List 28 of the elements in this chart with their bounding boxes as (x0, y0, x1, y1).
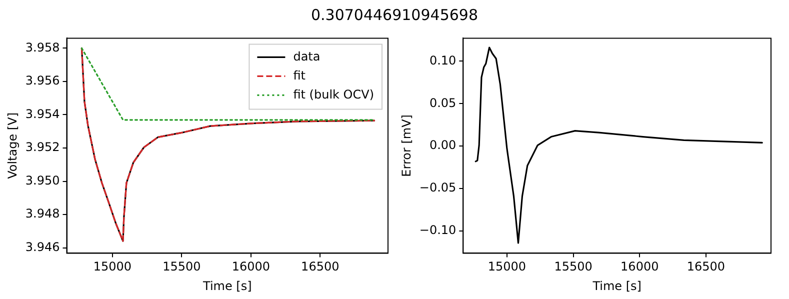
y-tick-label: 3.948 (25, 206, 60, 221)
x-tick-label: 16000 (620, 260, 659, 274)
y-tick-label: 3.946 (25, 240, 60, 254)
x-axis-title: Time [s] (202, 278, 252, 293)
y-axis-title: Voltage [V] (5, 112, 20, 179)
x-tick-label: 16500 (686, 260, 726, 274)
legend-label: fit (293, 68, 306, 82)
x-axis-title: Time [s] (592, 278, 642, 293)
y-tick-label: 3.952 (25, 140, 60, 154)
y-tick-label: 3.950 (25, 173, 60, 188)
x-tick-label: 15000 (93, 260, 132, 274)
y-tick-label: −0.10 (419, 223, 456, 238)
y-tick-label: 0.05 (429, 96, 456, 110)
y-tick-label: 3.958 (25, 40, 60, 54)
legend-label: fit (bulk OCV) (293, 87, 374, 102)
y-tick-label: 3.954 (25, 106, 60, 121)
y-tick-label: −0.05 (419, 180, 456, 195)
x-tick-label: 15500 (554, 260, 592, 274)
x-tick-label: 16000 (232, 260, 270, 274)
y-axis-title: Error [mV] (399, 114, 414, 177)
legend-label: data (293, 49, 320, 64)
x-tick-label: 16500 (301, 260, 340, 274)
y-tick-label: 0.00 (429, 138, 456, 152)
y-tick-label: 3.956 (25, 74, 60, 88)
y-tick-label: 0.10 (429, 53, 456, 68)
x-tick-label: 15000 (488, 260, 526, 274)
x-tick-label: 15500 (162, 260, 201, 274)
chart-title: 0.3070446910945698 (310, 6, 479, 24)
